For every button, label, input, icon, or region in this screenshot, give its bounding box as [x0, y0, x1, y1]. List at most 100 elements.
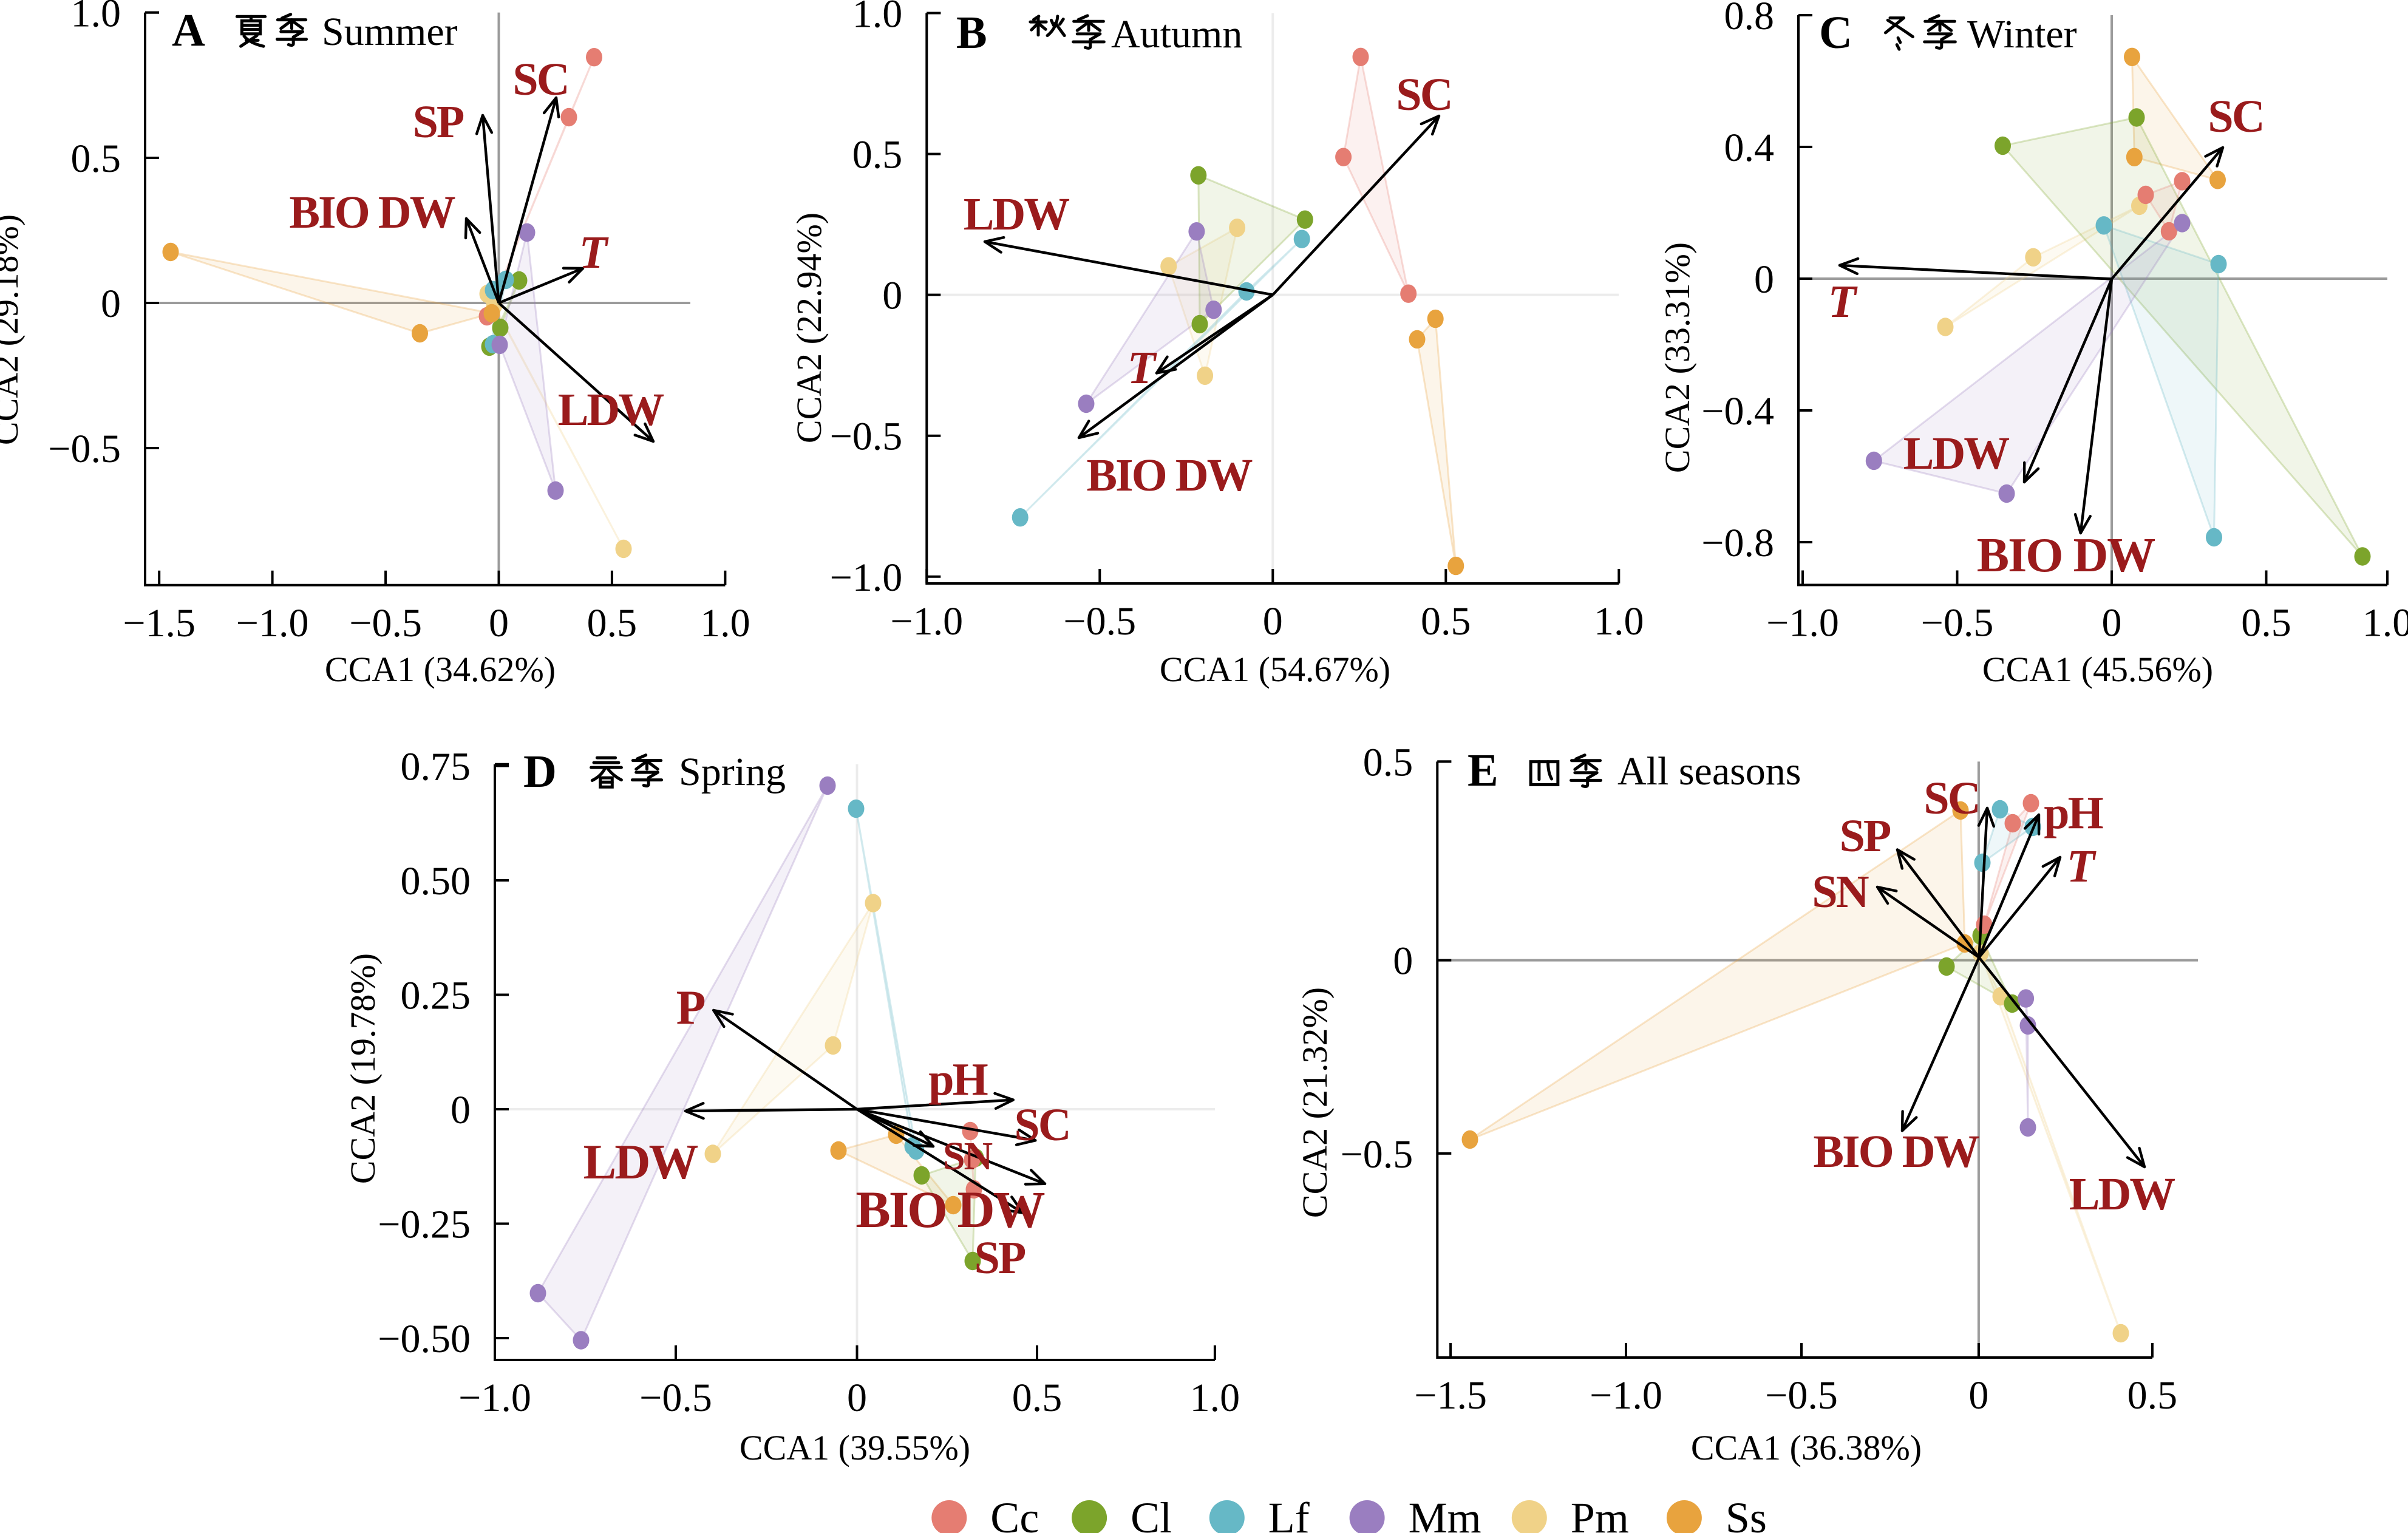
svg-text:SP: SP — [974, 1232, 1025, 1283]
svg-text:0: 0 — [2102, 601, 2122, 645]
svg-text:CCA2 (33.31%): CCA2 (33.31%) — [1658, 242, 1697, 473]
svg-text:T: T — [579, 227, 609, 278]
svg-text:LDW: LDW — [964, 189, 1070, 240]
svg-text:E: E — [1468, 745, 1498, 796]
svg-text:0: 0 — [451, 1088, 471, 1132]
svg-text:Pm: Pm — [1571, 1494, 1629, 1533]
svg-text:A: A — [172, 5, 205, 56]
svg-text:SC: SC — [1923, 773, 1979, 824]
svg-text:0: 0 — [101, 282, 121, 326]
svg-text:0.75: 0.75 — [401, 745, 471, 789]
svg-text:SN: SN — [943, 1134, 993, 1178]
svg-text:−1.0: −1.0 — [236, 601, 309, 645]
svg-text:CCA1 (54.67%): CCA1 (54.67%) — [1160, 650, 1390, 689]
svg-text:Autumn: Autumn — [1111, 12, 1242, 56]
svg-text:SC: SC — [2208, 91, 2263, 142]
svg-text:0.5: 0.5 — [1363, 740, 1413, 784]
svg-text:0: 0 — [1393, 939, 1413, 984]
svg-text:−0.5: −0.5 — [830, 415, 903, 459]
svg-text:−1.0: −1.0 — [1766, 601, 1839, 645]
svg-text:CCA1 (36.38%): CCA1 (36.38%) — [1691, 1428, 1922, 1467]
svg-text:−0.5: −0.5 — [1765, 1373, 1838, 1418]
svg-text:SP: SP — [413, 97, 464, 148]
svg-text:BIO DW: BIO DW — [855, 1180, 1044, 1239]
svg-text:0.5: 0.5 — [2127, 1373, 2178, 1418]
svg-text:T: T — [1127, 342, 1157, 393]
svg-text:CCA2 (22.94%): CCA2 (22.94%) — [789, 212, 829, 443]
svg-text:0: 0 — [489, 601, 509, 645]
svg-text:0: 0 — [882, 274, 902, 318]
svg-text:0.4: 0.4 — [1724, 126, 1775, 170]
svg-text:LDW: LDW — [583, 1134, 698, 1189]
svg-text:Ss: Ss — [1726, 1494, 1767, 1533]
svg-text:−1.0: −1.0 — [890, 599, 963, 644]
svg-text:SC: SC — [512, 54, 568, 105]
svg-text:0.50: 0.50 — [401, 859, 471, 903]
svg-text:0.5: 0.5 — [1012, 1376, 1063, 1420]
svg-text:−0.4: −0.4 — [1701, 389, 1774, 433]
svg-text:BIO DW: BIO DW — [1813, 1126, 1979, 1177]
svg-text:1.0: 1.0 — [1594, 599, 1644, 644]
svg-text:Cl: Cl — [1131, 1494, 1172, 1533]
svg-text:0: 0 — [1754, 257, 1774, 302]
svg-text:0.5: 0.5 — [1421, 599, 1471, 644]
svg-text:Cc: Cc — [990, 1494, 1039, 1533]
svg-text:C: C — [1819, 7, 1852, 58]
svg-text:Summer: Summer — [322, 10, 458, 54]
svg-text:T: T — [2067, 841, 2097, 892]
svg-text:−1.5: −1.5 — [1414, 1373, 1487, 1418]
svg-text:BIO DW: BIO DW — [1086, 450, 1252, 501]
svg-text:0: 0 — [1968, 1373, 1988, 1418]
svg-text:CCA2 (19.78%): CCA2 (19.78%) — [343, 953, 383, 1184]
svg-text:pH: pH — [2044, 787, 2103, 838]
svg-text:0: 0 — [847, 1376, 867, 1420]
svg-text:Winter: Winter — [1967, 12, 2077, 56]
svg-text:0.25: 0.25 — [401, 974, 471, 1018]
svg-text:D: D — [523, 746, 557, 797]
svg-text:−0.5: −0.5 — [1341, 1132, 1413, 1177]
svg-text:1.0: 1.0 — [71, 0, 121, 36]
svg-text:CCA1 (45.56%): CCA1 (45.56%) — [1982, 650, 2213, 689]
svg-text:−1.5: −1.5 — [123, 601, 196, 645]
svg-text:pH: pH — [928, 1054, 987, 1105]
svg-text:LDW: LDW — [1903, 428, 2010, 479]
svg-text:CCA1 (34.62%): CCA1 (34.62%) — [325, 650, 556, 689]
svg-text:1.0: 1.0 — [700, 601, 750, 645]
svg-text:CCA2 (21.32%): CCA2 (21.32%) — [1295, 987, 1335, 1218]
svg-text:All seasons: All seasons — [1617, 749, 1801, 794]
svg-text:0: 0 — [1263, 599, 1283, 644]
svg-text:0.8: 0.8 — [1724, 0, 1775, 38]
svg-text:P: P — [676, 981, 706, 1035]
svg-text:T: T — [1828, 276, 1858, 327]
svg-text:SC: SC — [1014, 1100, 1069, 1151]
svg-text:SN: SN — [1812, 866, 1868, 917]
svg-text:0.5: 0.5 — [587, 601, 638, 645]
svg-text:CCA1 (39.55%): CCA1 (39.55%) — [740, 1428, 970, 1467]
svg-text:CCA2 (29.18%): CCA2 (29.18%) — [0, 214, 26, 445]
svg-text:−0.5: −0.5 — [1063, 599, 1136, 644]
svg-text:−0.25: −0.25 — [378, 1203, 471, 1247]
svg-text:Mm: Mm — [1409, 1494, 1481, 1533]
svg-text:−0.5: −0.5 — [639, 1376, 712, 1420]
svg-text:BIO DW: BIO DW — [1977, 529, 2155, 582]
svg-text:SC: SC — [1396, 69, 1451, 120]
svg-text:0.5: 0.5 — [71, 137, 121, 181]
svg-text:−1.0: −1.0 — [458, 1376, 531, 1420]
svg-text:1.0: 1.0 — [852, 0, 903, 36]
svg-text:−0.5: −0.5 — [349, 601, 422, 645]
svg-text:Lf: Lf — [1268, 1494, 1310, 1533]
svg-text:SP: SP — [1840, 811, 1891, 862]
svg-text:BIO DW: BIO DW — [289, 187, 455, 238]
svg-text:−0.5: −0.5 — [48, 427, 121, 471]
svg-text:−0.8: −0.8 — [1701, 521, 1774, 565]
svg-text:−1.0: −1.0 — [830, 556, 903, 600]
svg-text:Spring: Spring — [679, 750, 786, 794]
svg-text:0.5: 0.5 — [852, 133, 903, 177]
svg-text:B: B — [956, 7, 987, 58]
svg-text:LDW: LDW — [558, 384, 664, 435]
svg-text:1.0: 1.0 — [2362, 601, 2408, 645]
svg-text:0.5: 0.5 — [2241, 601, 2291, 645]
svg-text:−0.5: −0.5 — [1921, 601, 1994, 645]
svg-text:−0.50: −0.50 — [378, 1317, 471, 1361]
svg-text:−1.0: −1.0 — [1590, 1373, 1662, 1418]
